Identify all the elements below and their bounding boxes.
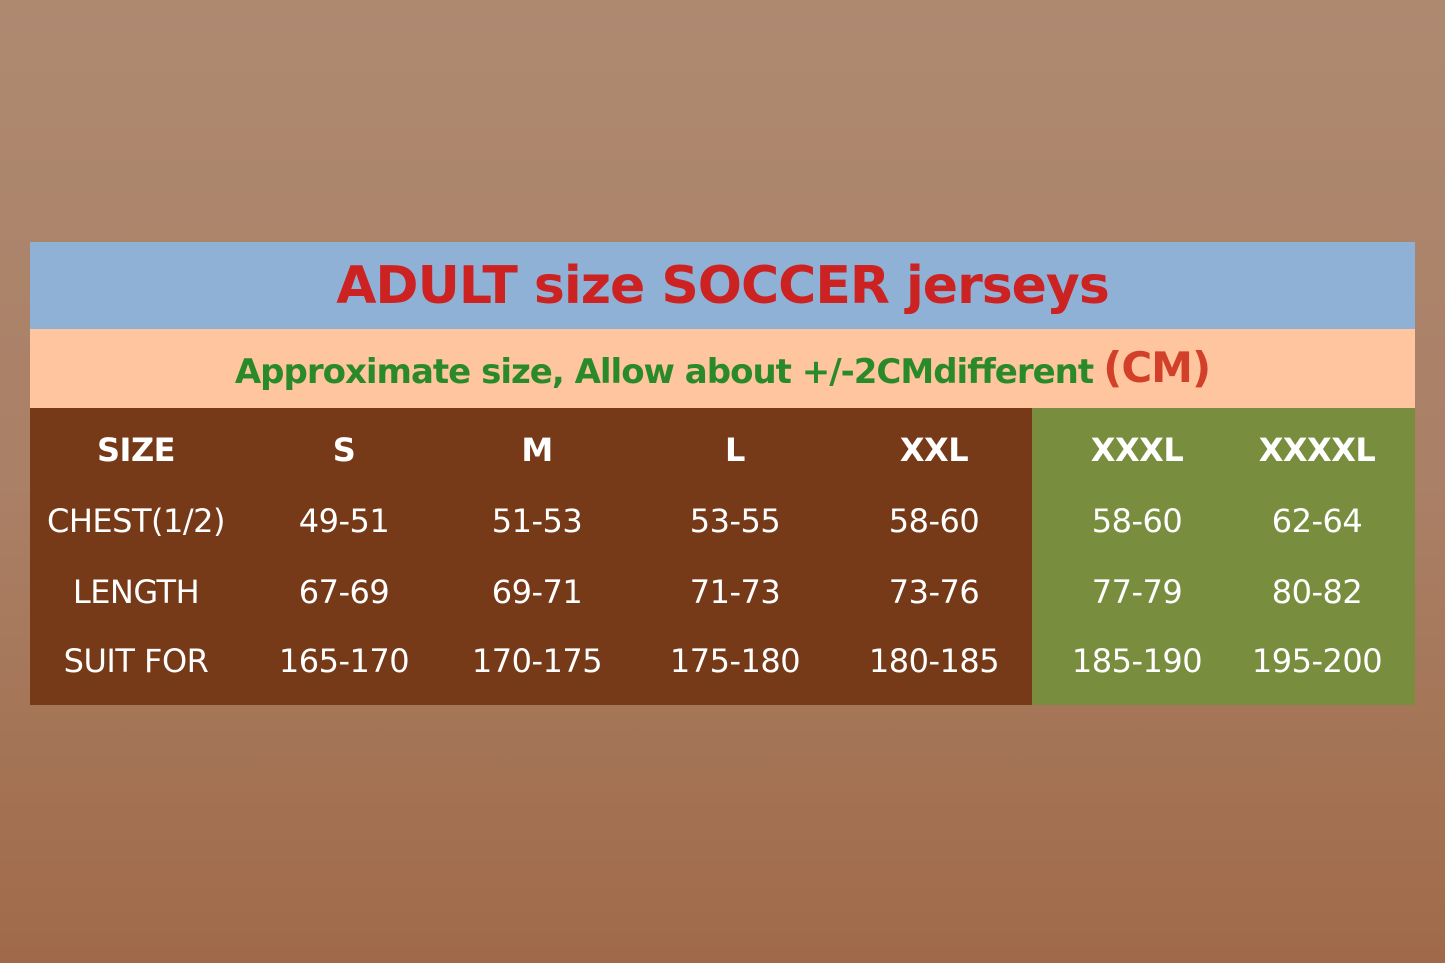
unit-label: (CM) (1103, 343, 1211, 392)
table-cell: 58-60 (888, 502, 980, 540)
table-cell: 165-170 (278, 642, 410, 680)
table-cell: 175-180 (669, 642, 801, 680)
table-row: SUIT FOR 165-170 170-175 175-180 180-185 185-… (30, 626, 1415, 696)
table-row: CHEST(1/2) 49-51 51-53 53-55 58-60 58-60 62-64 (30, 486, 1415, 556)
size-table: SIZE S M L XXL XXXL XXXXL CHEST(1/2) 49-51 51-53 5… (30, 408, 1415, 705)
header-cell: XXL (899, 431, 969, 469)
subtitle: Approximate size, Allow about +/-2CMdiff… (234, 351, 1094, 392)
table-cell: 71-73 (689, 573, 781, 611)
header-cell: XXXL (1090, 431, 1184, 469)
table-cell: 185-190 (1071, 642, 1203, 680)
header-cell: S (332, 431, 356, 469)
row-label: CHEST(1/2) (47, 502, 225, 540)
header-cell: SIZE (96, 431, 176, 469)
row-label: SUIT FOR (63, 642, 209, 680)
size-chart: ADULT size SOCCER jerseys Approximate si… (30, 242, 1415, 705)
table-cell: 62-64 (1271, 502, 1363, 540)
chart-title: ADULT size SOCCER jerseys (30, 242, 1415, 329)
table-cell: 67-69 (298, 573, 390, 611)
table-cell: 77-79 (1091, 573, 1183, 611)
header-cell: XXXXL (1258, 431, 1376, 469)
subtitle-band: Approximate size, Allow about +/-2CMdiff… (30, 329, 1415, 408)
header-cell: L (725, 431, 745, 469)
table-cell: 180-185 (868, 642, 1000, 680)
table-cell: 58-60 (1091, 502, 1183, 540)
table-cell: 69-71 (491, 573, 583, 611)
table-cell: 53-55 (689, 502, 781, 540)
table-cell: 80-82 (1271, 573, 1363, 611)
table-row: LENGTH 67-69 69-71 71-73 73-76 77-79 80-82 (30, 557, 1415, 627)
table-cell: 73-76 (888, 573, 980, 611)
large-sizes-panel (1032, 408, 1415, 705)
table-cell: 195-200 (1251, 642, 1383, 680)
table-cell: 51-53 (491, 502, 583, 540)
table-cell: 170-175 (471, 642, 603, 680)
row-label: LENGTH (72, 573, 200, 611)
table-header-row: SIZE S M L XXL XXXL XXXXL (30, 415, 1415, 485)
table-cell: 49-51 (298, 502, 390, 540)
header-cell: M (521, 431, 553, 469)
